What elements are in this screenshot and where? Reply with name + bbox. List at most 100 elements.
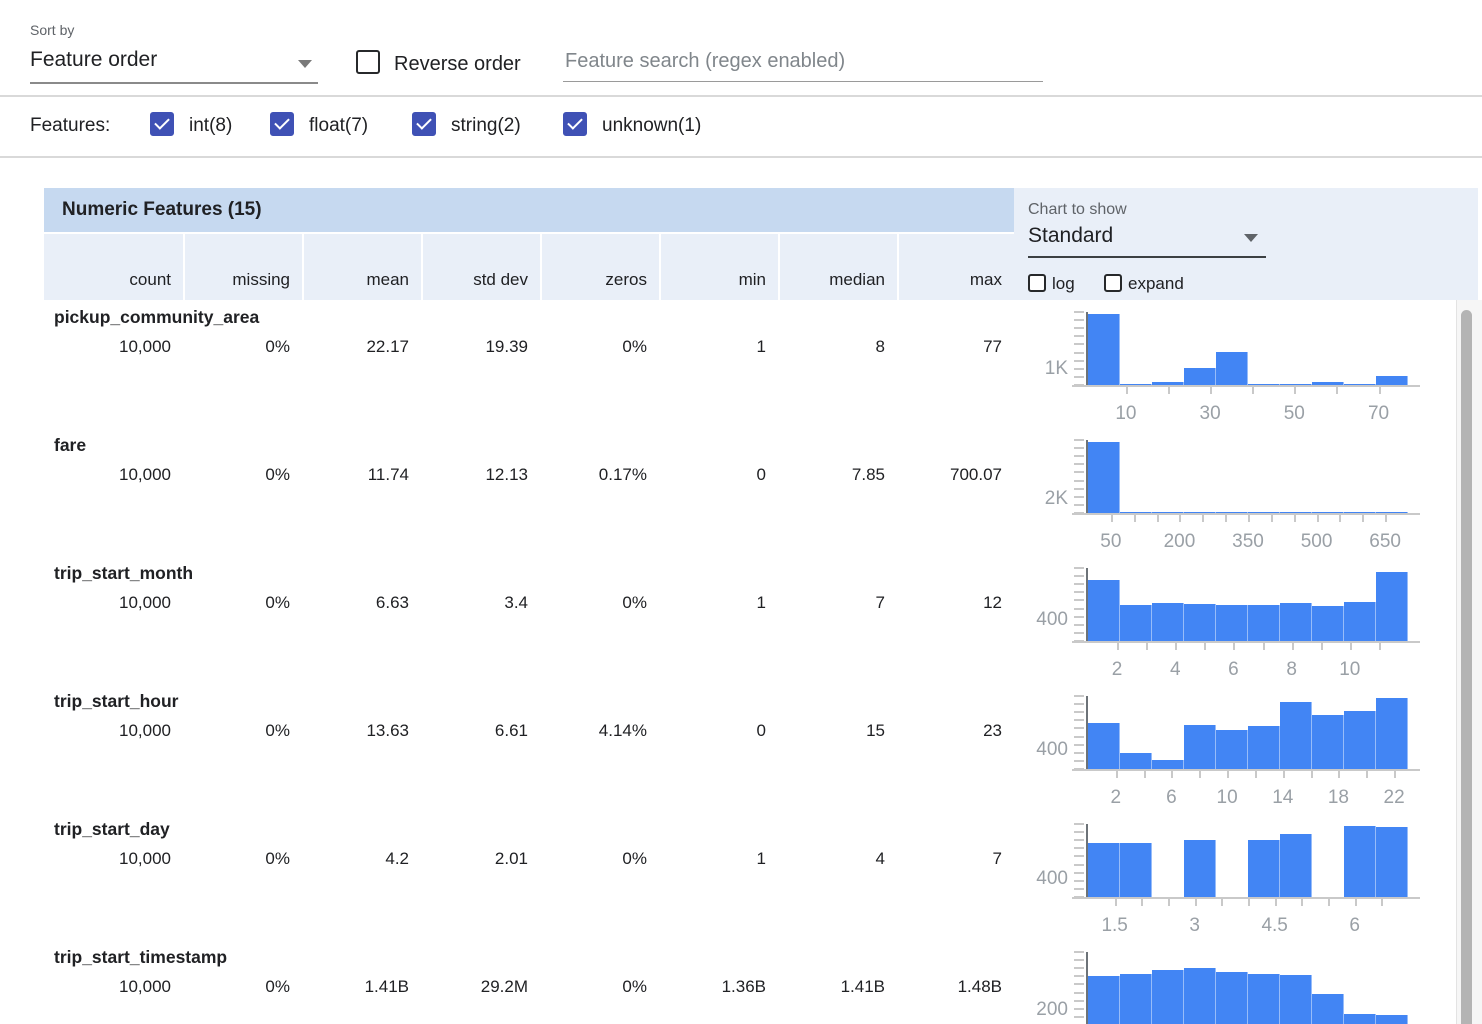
- histogram-bar[interactable]: [1344, 710, 1376, 769]
- histogram-bar[interactable]: [1152, 969, 1184, 1024]
- histogram-bar[interactable]: [1280, 512, 1312, 513]
- histogram-bar[interactable]: [1280, 974, 1312, 1024]
- histogram-bar[interactable]: [1312, 512, 1344, 513]
- x-axis-tick: [1366, 771, 1369, 778]
- histogram-bar[interactable]: [1088, 976, 1120, 1024]
- histogram-bar[interactable]: [1088, 579, 1120, 641]
- histogram-bar[interactable]: [1088, 314, 1120, 385]
- column-header-missing[interactable]: missing: [183, 234, 302, 300]
- y-axis-tick: [1074, 959, 1084, 962]
- histogram-bar[interactable]: [1376, 698, 1408, 769]
- histogram-bar[interactable]: [1248, 725, 1280, 769]
- y-axis-tick: [1074, 759, 1084, 762]
- stat-median: 1.41B: [840, 977, 885, 996]
- histogram-bar[interactable]: [1152, 512, 1184, 513]
- column-header-zeros[interactable]: zeros: [540, 234, 659, 300]
- histogram-bar[interactable]: [1344, 1014, 1376, 1024]
- vertical-scrollbar-thumb[interactable]: [1461, 310, 1472, 1024]
- filter-float-checkbox[interactable]: [270, 112, 294, 136]
- filter-int-checkbox[interactable]: [150, 112, 174, 136]
- histogram-bar[interactable]: [1216, 971, 1248, 1024]
- log-checkbox[interactable]: [1028, 274, 1046, 292]
- histogram-bar[interactable]: [1344, 602, 1376, 641]
- x-axis-line: [1072, 513, 1420, 515]
- x-axis-tick-label: 4: [1169, 659, 1181, 680]
- stat-missing: 0%: [265, 721, 290, 740]
- histogram-bar[interactable]: [1184, 603, 1216, 641]
- column-header-min[interactable]: min: [659, 234, 778, 300]
- x-axis-tick: [1339, 515, 1342, 522]
- y-axis-tick: [1074, 823, 1084, 825]
- column-header-max[interactable]: max: [897, 234, 1014, 300]
- column-header-mean[interactable]: mean: [302, 234, 421, 300]
- histogram-bar[interactable]: [1184, 968, 1216, 1024]
- histogram-bar[interactable]: [1184, 512, 1216, 513]
- histogram-bar[interactable]: [1088, 842, 1120, 897]
- histogram-bar[interactable]: [1312, 715, 1344, 769]
- histogram-bar[interactable]: [1120, 384, 1152, 385]
- chart-panel: Chart to show Standard log expand: [1014, 188, 1478, 300]
- histogram-bar[interactable]: [1216, 604, 1248, 641]
- histogram-bar[interactable]: [1088, 723, 1120, 769]
- histogram-bar[interactable]: [1344, 826, 1376, 897]
- histogram-bar[interactable]: [1248, 512, 1280, 513]
- stat-count: 10,000: [119, 849, 171, 868]
- filter-int-label: int(8): [189, 115, 233, 136]
- check-icon: [154, 114, 170, 130]
- histogram-bar[interactable]: [1120, 973, 1152, 1024]
- sort-by-dropdown[interactable]: Feature order: [30, 48, 318, 84]
- histogram-bar[interactable]: [1280, 603, 1312, 641]
- expand-checkbox[interactable]: [1104, 274, 1122, 292]
- column-header-count[interactable]: count: [44, 234, 183, 300]
- histogram-bar[interactable]: [1216, 351, 1248, 385]
- histogram-bar[interactable]: [1248, 973, 1280, 1024]
- y-axis-tick: [1074, 583, 1084, 586]
- stat-count: 10,000: [119, 465, 171, 484]
- stat-missing: 0%: [265, 849, 290, 868]
- histogram-bar[interactable]: [1216, 730, 1248, 769]
- x-axis-tick-label: 3: [1189, 915, 1200, 936]
- chart-type-dropdown[interactable]: Standard: [1028, 224, 1266, 258]
- histogram-bar[interactable]: [1120, 512, 1152, 513]
- filter-string-checkbox[interactable]: [412, 112, 436, 136]
- histogram-bar[interactable]: [1184, 368, 1216, 385]
- histogram-bar[interactable]: [1248, 384, 1280, 385]
- histogram-bar[interactable]: [1280, 384, 1312, 385]
- histogram-bar[interactable]: [1344, 512, 1376, 513]
- histogram-bar[interactable]: [1376, 1014, 1408, 1024]
- histogram-bar[interactable]: [1152, 603, 1184, 641]
- feature-search-input[interactable]: [563, 50, 1043, 82]
- reverse-order-checkbox[interactable]: [356, 50, 380, 74]
- histogram-bar[interactable]: [1312, 605, 1344, 641]
- histogram-bar[interactable]: [1344, 384, 1376, 385]
- y-axis-tick: [1074, 999, 1084, 1002]
- histogram-bar[interactable]: [1120, 604, 1152, 641]
- column-header-std-dev[interactable]: std dev: [421, 234, 540, 300]
- histogram-bar[interactable]: [1248, 839, 1280, 897]
- histogram-bar[interactable]: [1376, 512, 1408, 513]
- histogram-bar[interactable]: [1376, 826, 1408, 897]
- y-axis-tick: [1074, 327, 1084, 330]
- vertical-scrollbar-track[interactable]: [1456, 300, 1482, 1024]
- histogram-bar[interactable]: [1088, 442, 1120, 513]
- histogram-bar[interactable]: [1152, 381, 1184, 385]
- histogram-bar[interactable]: [1216, 512, 1248, 513]
- histogram-bar[interactable]: [1120, 842, 1152, 897]
- filter-unknown-checkbox[interactable]: [563, 112, 587, 136]
- histogram-bar[interactable]: [1376, 571, 1408, 641]
- column-header-median[interactable]: median: [778, 234, 897, 300]
- histogram-bar[interactable]: [1184, 724, 1216, 769]
- y-axis-tick: [1074, 719, 1084, 722]
- x-axis-tick-label: 6: [1349, 915, 1360, 936]
- histogram-bar[interactable]: [1120, 752, 1152, 769]
- x-axis-line: [1072, 385, 1420, 387]
- histogram-bar[interactable]: [1280, 834, 1312, 897]
- histogram-bar[interactable]: [1280, 702, 1312, 769]
- histogram-bar[interactable]: [1248, 604, 1280, 641]
- stat-missing: 0%: [265, 337, 290, 356]
- histogram-bar[interactable]: [1152, 759, 1184, 769]
- histogram-bar[interactable]: [1312, 382, 1344, 385]
- histogram-bar[interactable]: [1184, 840, 1216, 897]
- histogram-bar[interactable]: [1312, 993, 1344, 1024]
- histogram-bar[interactable]: [1376, 376, 1408, 385]
